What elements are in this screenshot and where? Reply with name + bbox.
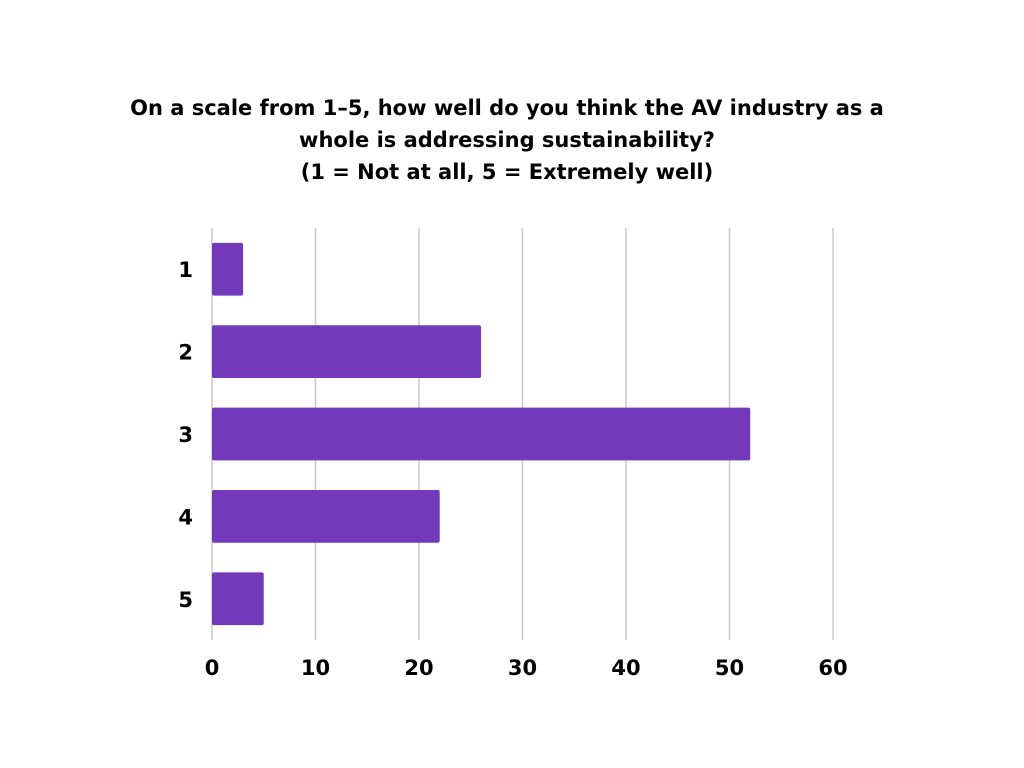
x-tick-label: 40 [611,656,640,680]
x-tick-label: 30 [508,656,537,680]
category-label-4: 4 [178,505,193,529]
chart-title-line-2: whole is addressing sustainability? [299,128,715,152]
x-tick-label: 50 [715,656,744,680]
x-tick-label: 0 [205,656,220,680]
bar-4 [212,490,440,543]
x-tick-label: 10 [301,656,330,680]
category-label-2: 2 [178,341,193,365]
chart-title-line-3: (1 = Not at all, 5 = Extremely well) [300,160,714,184]
chart-title: On a scale from 1–5, how well do you thi… [0,92,1014,188]
value-axis: 0 10 20 30 40 50 60 [205,656,848,680]
bars [212,242,751,626]
bar-3 [212,407,751,461]
category-label-3: 3 [178,423,193,447]
category-label-1: 1 [178,258,193,282]
bar-1 [212,242,244,296]
category-axis: 1 2 3 4 5 [178,258,193,612]
bar-2 [212,325,482,378]
x-tick-label: 60 [818,656,847,680]
chart-title-line-1: On a scale from 1–5, how well do you thi… [130,96,884,120]
bar-5 [212,572,264,626]
x-tick-label: 20 [404,656,433,680]
category-label-5: 5 [178,588,193,612]
